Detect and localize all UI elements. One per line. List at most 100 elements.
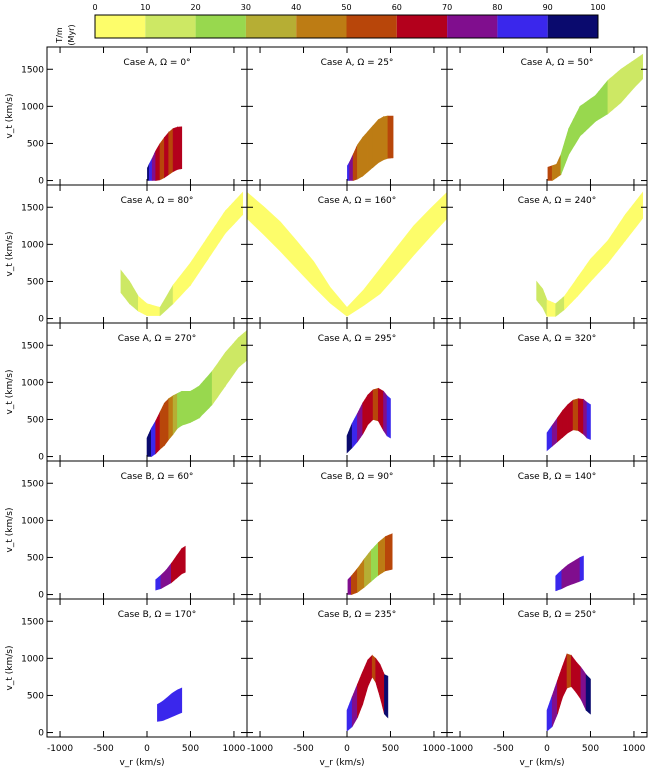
data-band — [198, 370, 213, 419]
colorbar-segment — [195, 15, 246, 38]
panel-title: Case A, Ω = 50° — [521, 58, 594, 68]
panel-title: Case B, Ω = 170° — [118, 610, 197, 620]
data-band — [207, 210, 226, 261]
panel-title: Case A, Ω = 320° — [518, 334, 597, 344]
band-group — [547, 53, 644, 181]
colorbar-tick-label: 60 — [392, 3, 402, 12]
axis-labels: 0 500 1000 1500 v_t (km/s) 0 500 1000 1500 v_t (k… — [5, 65, 646, 768]
data-band — [551, 163, 557, 181]
colorbar-tick-label: 80 — [492, 3, 502, 12]
data-band — [172, 262, 191, 305]
y-tick-label: 0 — [38, 177, 44, 187]
x-tick-label: 0 — [544, 744, 550, 754]
colorbar-tick-label: 0 — [92, 3, 97, 12]
data-band — [562, 653, 568, 698]
data-band — [159, 402, 165, 450]
x-tick-label: -1000 — [47, 744, 73, 754]
panel-grid: Case A, Ω = 0° Case A, Ω = 25° Case A, Ω =… — [46, 46, 648, 738]
y-tick-label: 0 — [38, 315, 44, 325]
band-group — [120, 191, 243, 317]
x-tick-label: -500 — [493, 744, 514, 754]
data-band — [551, 417, 558, 447]
data-band — [159, 284, 174, 317]
band-group — [346, 387, 391, 454]
data-band — [377, 536, 386, 576]
data-band — [595, 79, 609, 122]
data-band — [148, 158, 153, 181]
data-band — [160, 569, 167, 590]
data-band — [583, 398, 588, 439]
band-group — [155, 545, 186, 591]
y-tick-label: 0 — [38, 729, 44, 739]
y-tick-label: 500 — [27, 139, 44, 149]
data-band — [138, 295, 148, 317]
band-group — [347, 533, 393, 595]
x-tick-label: 0 — [144, 744, 150, 754]
data-band — [347, 575, 352, 595]
data-band — [225, 336, 239, 388]
data-band — [370, 541, 379, 582]
x-tick-label: 1000 — [423, 744, 446, 754]
band-group — [346, 654, 389, 732]
data-band — [159, 136, 165, 181]
y-tick-label: 0 — [38, 453, 44, 463]
band-group — [546, 398, 591, 452]
data-band — [607, 68, 622, 115]
data-band — [542, 288, 548, 318]
data-band — [146, 428, 152, 457]
data-band — [146, 303, 161, 316]
data-band — [364, 548, 372, 588]
data-band — [168, 395, 174, 441]
data-band — [362, 659, 369, 705]
data-band — [375, 657, 381, 697]
data-band — [556, 154, 562, 179]
data-band — [151, 150, 156, 181]
data-band — [181, 545, 186, 575]
y-axis-title: v_t (km/s) — [5, 94, 15, 139]
colorbar-segment — [447, 15, 498, 38]
data-band — [372, 387, 379, 422]
panel-title: Case A, Ω = 80° — [121, 196, 194, 206]
y-axis-title: v_t (km/s) — [5, 232, 15, 277]
panel-title: Case B, Ω = 235° — [318, 610, 397, 620]
data-band — [157, 687, 183, 722]
colorbar-tick-label: 10 — [140, 3, 150, 12]
data-band — [579, 555, 584, 582]
data-band — [557, 665, 564, 715]
colorbar-segment — [95, 15, 146, 38]
data-band — [120, 269, 130, 305]
y-tick-label: 0 — [38, 591, 44, 601]
band-group — [347, 115, 394, 181]
data-band — [177, 390, 183, 429]
y-tick-label: 1000 — [21, 102, 44, 112]
y-tick-label: 500 — [27, 691, 44, 701]
colorbar-label-line2: (Myr) — [67, 24, 76, 45]
x-tick-label: 500 — [582, 744, 599, 754]
data-band — [379, 664, 385, 715]
panel-title: Case A, Ω = 240° — [518, 196, 597, 206]
colorbar-tick-label: 70 — [442, 3, 452, 12]
y-tick-label: 500 — [27, 415, 44, 425]
data-band — [351, 413, 358, 449]
data-band — [129, 280, 139, 312]
panel-title: Case B, Ω = 60° — [121, 472, 194, 482]
data-band — [585, 674, 591, 715]
data-band — [372, 118, 379, 168]
y-tick-label: 1000 — [21, 240, 44, 250]
panel: Case A, Ω = 80° — [46, 184, 248, 324]
colorbar-segment — [245, 15, 297, 38]
x-axis-title: v_r (km/s) — [119, 758, 164, 768]
data-band — [568, 106, 581, 156]
band-group — [157, 687, 183, 722]
panel: Case A, Ω = 50° — [446, 46, 648, 186]
data-band — [577, 258, 591, 298]
panel-title: Case A, Ω = 295° — [318, 334, 397, 344]
data-band — [546, 299, 557, 317]
data-band — [572, 398, 579, 431]
data-band — [347, 161, 350, 181]
y-axis-title: v_t (km/s) — [5, 646, 15, 691]
y-tick-label: 500 — [27, 553, 44, 563]
data-band — [567, 399, 574, 434]
data-band — [590, 239, 609, 283]
data-band — [362, 130, 369, 177]
